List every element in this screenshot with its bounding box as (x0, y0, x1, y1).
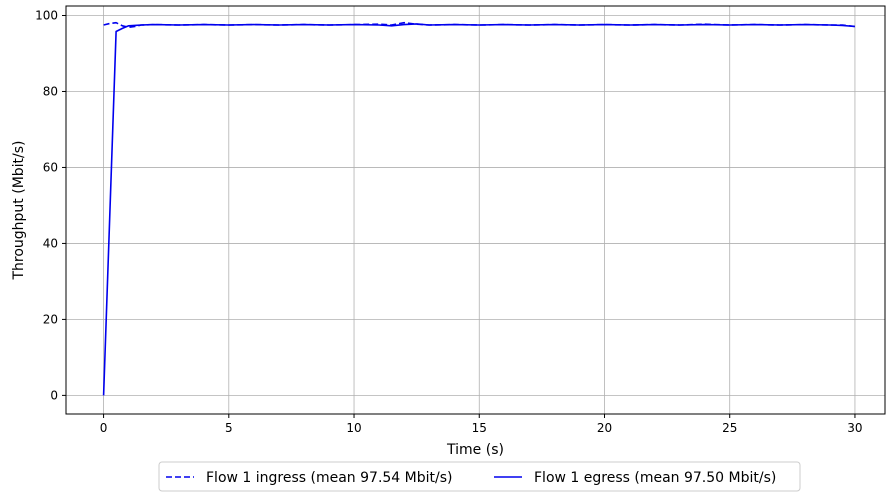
x-tick-label: 15 (472, 421, 487, 435)
y-tick-label: 40 (43, 236, 58, 250)
plot-area-frame (65, 5, 886, 415)
y-tick-label: 0 (50, 388, 58, 402)
x-tick-label: 25 (722, 421, 737, 435)
legend-label-egress: Flow 1 egress (mean 97.50 Mbit/s) (534, 470, 776, 486)
x-axis-label: Time (s) (446, 442, 504, 458)
legend-label-ingress: Flow 1 ingress (mean 97.54 Mbit/s) (206, 470, 452, 486)
axis-ticks: 0 5 10 15 20 25 30 0 20 40 60 80 100 (35, 8, 862, 435)
grid (66, 6, 885, 414)
x-tick-label: 0 (100, 421, 108, 435)
x-tick-label: 10 (346, 421, 361, 435)
y-axis-label: Throughput (Mbit/s) (11, 140, 27, 280)
legend-box (158, 461, 801, 492)
x-tick-label: 20 (597, 421, 612, 435)
series-lines (102, 21, 855, 396)
x-tick-label: 5 (225, 421, 233, 435)
x-tick-label: 30 (847, 421, 862, 435)
y-tick-label: 80 (43, 84, 58, 98)
y-tick-label: 20 (43, 312, 58, 326)
series-line-egress (102, 23, 855, 396)
y-tick-label: 60 (43, 160, 58, 174)
y-tick-label: 100 (35, 8, 58, 22)
legend: Flow 1 ingress (mean 97.54 Mbit/s) Flow … (158, 461, 801, 492)
